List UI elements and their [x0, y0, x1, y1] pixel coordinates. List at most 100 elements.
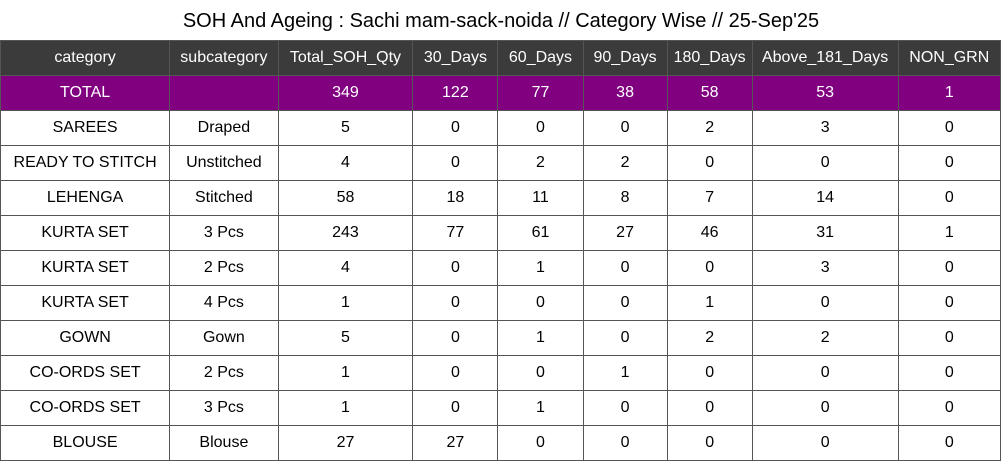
table-cell: Stitched [169, 180, 279, 216]
table-row: KURTA SET 4 Pcs 1 0 0 0 1 0 0 [0, 285, 1002, 321]
table-cell: 1 [497, 390, 584, 426]
table-cell: 0 [897, 180, 1002, 216]
table-cell: 0 [897, 355, 1002, 391]
table-cell: 0 [582, 285, 668, 321]
table-cell: KURTA SET [0, 215, 171, 251]
table-row: CO-ORDS SET 3 Pcs 1 0 1 0 0 0 0 [0, 390, 1002, 426]
table-cell: 0 [497, 110, 584, 146]
table-cell: 38 [582, 75, 668, 111]
column-header: category [0, 40, 171, 76]
table-cell: 1 [277, 390, 414, 426]
table-cell: 0 [897, 390, 1002, 426]
table-cell: 4 [277, 145, 414, 181]
table-cell: 2 [497, 145, 584, 181]
table-cell: 2 Pcs [169, 355, 279, 391]
table-cell: 0 [497, 425, 584, 461]
table-row: KURTA SET 2 Pcs 4 0 1 0 0 3 0 [0, 250, 1002, 286]
table-cell: 61 [497, 215, 584, 251]
table-cell: Unstitched [169, 145, 279, 181]
table-cell: 0 [666, 390, 753, 426]
table-cell: KURTA SET [0, 285, 171, 321]
table-cell: SAREES [0, 110, 171, 146]
table-cell: 3 Pcs [169, 215, 279, 251]
table-cell: 2 [582, 145, 668, 181]
table-cell: 7 [666, 180, 753, 216]
table-cell: 0 [582, 425, 668, 461]
table-cell: 46 [666, 215, 753, 251]
table-cell: 1 [497, 320, 584, 356]
table-cell: 0 [751, 285, 899, 321]
table-cell: CO-ORDS SET [0, 390, 171, 426]
table-row: KURTA SET 3 Pcs 243 77 61 27 46 31 1 [0, 215, 1002, 251]
soh-ageing-table: category subcategory Total_SOH_Qty 30_Da… [0, 40, 1002, 461]
table-cell: 0 [582, 390, 668, 426]
table-cell: 0 [897, 425, 1002, 461]
table-cell: 1 [897, 215, 1002, 251]
table-cell: Blouse [169, 425, 279, 461]
table-header-row: category subcategory Total_SOH_Qty 30_Da… [0, 40, 1002, 76]
table-cell: 2 [751, 320, 899, 356]
table-cell: 0 [897, 285, 1002, 321]
table-cell: 0 [751, 390, 899, 426]
table-cell: 0 [582, 110, 668, 146]
table-cell: 122 [412, 75, 499, 111]
table-cell: 1 [666, 285, 753, 321]
column-header: 30_Days [412, 40, 499, 76]
table-row: GOWN Gown 5 0 1 0 2 2 0 [0, 320, 1002, 356]
table-cell: 0 [412, 355, 499, 391]
table-cell: TOTAL [0, 75, 171, 111]
table-row: SAREES Draped 5 0 0 0 2 3 0 [0, 110, 1002, 146]
table-cell: 3 [751, 110, 899, 146]
table-cell: 8 [582, 180, 668, 216]
table-cell: 1 [277, 285, 414, 321]
table-row: LEHENGA Stitched 58 18 11 8 7 14 0 [0, 180, 1002, 216]
table-cell: 11 [497, 180, 584, 216]
table-cell: 0 [412, 285, 499, 321]
table-cell: 0 [497, 355, 584, 391]
table-row: READY TO STITCH Unstitched 4 0 2 2 0 0 0 [0, 145, 1002, 181]
table-cell: 1 [277, 355, 414, 391]
table-cell: 14 [751, 180, 899, 216]
table-cell: 349 [277, 75, 414, 111]
table-cell: 5 [277, 110, 414, 146]
table-cell: 0 [582, 250, 668, 286]
table-cell: 77 [412, 215, 499, 251]
table-cell: 0 [897, 320, 1002, 356]
table-cell: 243 [277, 215, 414, 251]
table-cell: 58 [666, 75, 753, 111]
table-cell: 0 [412, 390, 499, 426]
table-cell: 31 [751, 215, 899, 251]
report-title: SOH And Ageing : Sachi mam-sack-noida //… [182, 10, 820, 32]
column-header: 90_Days [582, 40, 668, 76]
table-cell: 0 [897, 145, 1002, 181]
table-cell: 77 [497, 75, 584, 111]
table-cell: 5 [277, 320, 414, 356]
table-cell: READY TO STITCH [0, 145, 171, 181]
table-cell: 0 [412, 250, 499, 286]
table-cell: 3 [751, 250, 899, 286]
table-cell: 1 [897, 75, 1002, 111]
table-cell: 0 [897, 250, 1002, 286]
total-row: TOTAL 349 122 77 38 58 53 1 [0, 75, 1002, 111]
table-cell: CO-ORDS SET [0, 355, 171, 391]
column-header: 60_Days [497, 40, 584, 76]
table-cell: Draped [169, 110, 279, 146]
column-header: Total_SOH_Qty [277, 40, 414, 76]
table-cell: 0 [666, 250, 753, 286]
table-cell: 27 [582, 215, 668, 251]
table-cell: 0 [751, 145, 899, 181]
table-cell: 0 [666, 425, 753, 461]
table-cell: 2 [666, 110, 753, 146]
table-cell: 0 [751, 425, 899, 461]
table-cell [169, 75, 279, 111]
table-cell: 27 [412, 425, 499, 461]
table-row: CO-ORDS SET 2 Pcs 1 0 0 1 0 0 0 [0, 355, 1002, 391]
table-cell: 0 [582, 320, 668, 356]
table-cell: 4 Pcs [169, 285, 279, 321]
table-cell: 2 [666, 320, 753, 356]
table-cell: 1 [497, 250, 584, 286]
table-cell: 2 Pcs [169, 250, 279, 286]
table-cell: 4 [277, 250, 414, 286]
table-cell: GOWN [0, 320, 171, 356]
table-cell: 0 [897, 110, 1002, 146]
